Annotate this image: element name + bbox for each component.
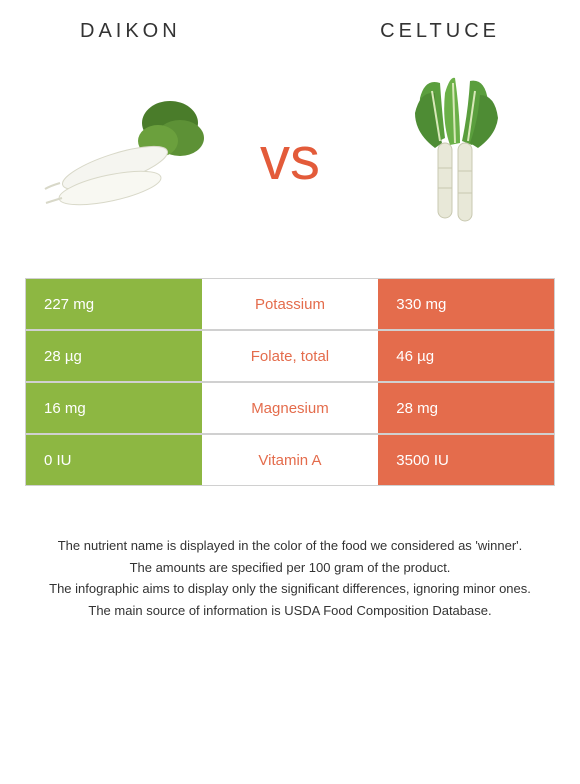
right-value: 46 µg — [378, 330, 555, 382]
table-row: 0 IU Vitamin A 3500 IU — [25, 434, 555, 486]
footer-notes: The nutrient name is displayed in the co… — [25, 536, 555, 620]
left-value: 28 µg — [25, 330, 202, 382]
left-value: 16 mg — [25, 382, 202, 434]
header-row: DAIKON Celtuce — [25, 20, 555, 43]
footer-line: The amounts are specified per 100 gram o… — [35, 558, 545, 578]
daikon-icon — [40, 93, 210, 223]
right-value: 28 mg — [378, 382, 555, 434]
celtuce-icon — [380, 73, 530, 243]
right-value: 330 mg — [378, 278, 555, 330]
table-row: 16 mg Magnesium 28 mg — [25, 382, 555, 434]
nutrient-name: Vitamin A — [202, 434, 379, 486]
daikon-image — [35, 78, 215, 238]
nutrient-name: Potassium — [202, 278, 379, 330]
nutrient-name: Folate, total — [202, 330, 379, 382]
footer-line: The nutrient name is displayed in the co… — [35, 536, 545, 556]
right-value: 3500 IU — [378, 434, 555, 486]
vs-label: vs — [260, 124, 320, 193]
celtuce-image — [365, 78, 545, 238]
table-row: 227 mg Potassium 330 mg — [25, 278, 555, 330]
footer-line: The infographic aims to display only the… — [35, 579, 545, 599]
nutrient-table: 227 mg Potassium 330 mg 28 µg Folate, to… — [25, 278, 555, 486]
images-row: vs — [25, 68, 555, 248]
left-food-title: DAIKON — [80, 20, 181, 43]
right-food-title: Celtuce — [380, 20, 500, 43]
nutrient-name: Magnesium — [202, 382, 379, 434]
table-row: 28 µg Folate, total 46 µg — [25, 330, 555, 382]
footer-line: The main source of information is USDA F… — [35, 601, 545, 621]
left-value: 227 mg — [25, 278, 202, 330]
left-value: 0 IU — [25, 434, 202, 486]
